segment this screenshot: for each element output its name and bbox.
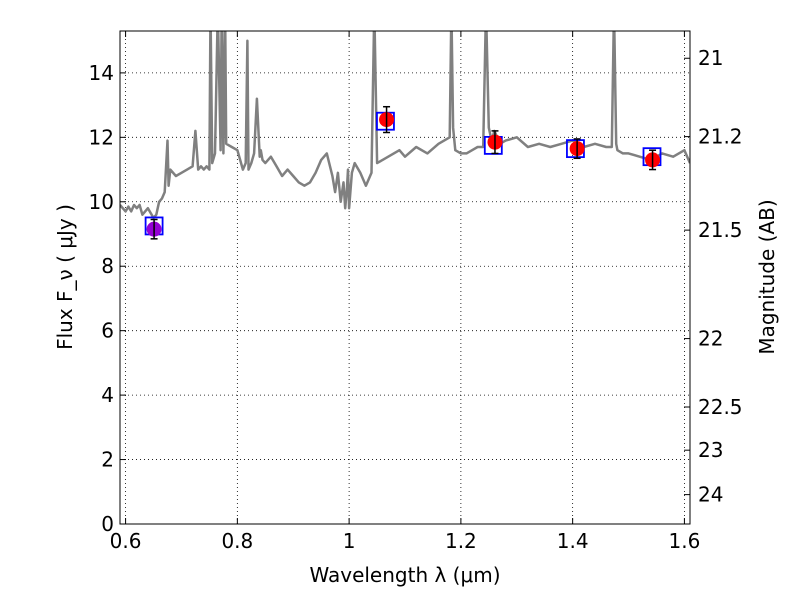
x-tick-label: 1.2 <box>445 529 477 553</box>
y-tick-label: 8 <box>101 254 114 278</box>
mag-tick-label: 21.5 <box>698 218 743 242</box>
mag-tick-label: 23 <box>698 438 723 462</box>
plot-frame <box>119 30 691 525</box>
x-tick-label: 0.8 <box>221 529 253 553</box>
y-tick-label: 6 <box>101 319 114 343</box>
y2-axis-label: Magnitude (AB) <box>755 199 779 354</box>
spectrum-line <box>120 31 690 220</box>
x-tick-label: 1.4 <box>557 529 589 553</box>
photometry-series <box>144 105 662 240</box>
mag-tick-label: 21.2 <box>698 125 743 149</box>
y-tick-label: 14 <box>89 61 114 85</box>
x-tick-label: 0.6 <box>110 529 142 553</box>
spectrum-series <box>120 31 690 220</box>
mag-tick-label: 24 <box>698 483 723 507</box>
mag-tick-label: 21 <box>698 46 723 70</box>
x-tick-label: 1 <box>343 529 356 553</box>
tick-labels: 0.6 0.8 1 1.2 1.4 1.6024681012142121.221.5222… <box>89 46 743 553</box>
y-tick-label: 10 <box>89 190 114 214</box>
x-tick-label: 1.6 <box>669 529 701 553</box>
y-tick-label: 2 <box>101 448 114 472</box>
mag-tick-label: 22 <box>698 327 723 351</box>
mag-tick-label: 22.5 <box>698 395 743 419</box>
axis-ticks <box>120 31 690 525</box>
x-axis-label: Wavelength λ (μm) <box>309 563 500 587</box>
y-tick-label: 4 <box>101 383 114 407</box>
y-tick-label: 12 <box>89 125 114 149</box>
y-tick-label: 0 <box>101 512 114 536</box>
y-axis-label: Flux F_ν ( μJy ) <box>53 204 77 350</box>
grid <box>120 31 690 525</box>
